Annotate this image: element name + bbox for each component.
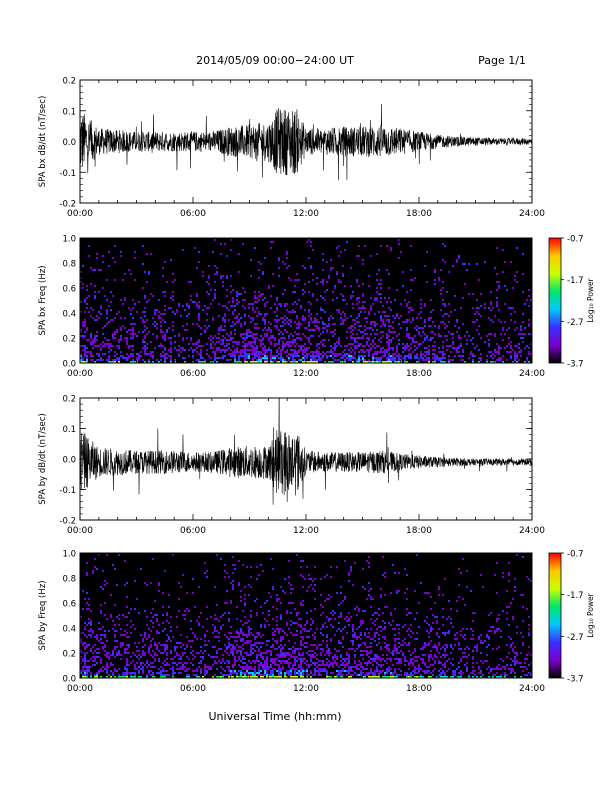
colorbar-tick-label: -0.7 [567, 550, 584, 560]
spectrogram-background [80, 238, 532, 363]
y-tick-label: -0.1 [59, 169, 76, 179]
dbdt-trace [80, 103, 532, 181]
colorbar [548, 237, 562, 364]
page-title: 2014/05/09 00:00−24:00 UT [196, 54, 354, 67]
y-tick-label: 0.8 [62, 575, 76, 585]
y-tick-label: 0.1 [62, 425, 76, 435]
x-tick-label: 18:00 [406, 209, 432, 219]
x-tick-label: 06:00 [180, 209, 206, 219]
dbdt-trace [80, 398, 532, 505]
y-tick-label: -0.2 [59, 200, 76, 210]
x-tick-label: 06:00 [180, 684, 206, 694]
y-tick-label: 0.2 [62, 395, 76, 405]
x-tick-label: 24:00 [519, 369, 545, 379]
y-tick-label: 0.4 [62, 310, 76, 320]
x-axis-title: Universal Time (hh:mm) [209, 710, 342, 723]
y-tick-label: 0.6 [62, 600, 76, 610]
y-axis-title: SPA bx Freq (Hz) [38, 265, 48, 335]
panel-bx-timeseries: 00:00 06:00 12:00 18:00 24:00 0.2 0.1 0.0 -0.1 -0… [38, 77, 545, 220]
y-tick-label: 0.2 [62, 335, 76, 345]
y-tick-label: 0.0 [62, 456, 76, 466]
x-tick-label: 00:00 [67, 209, 93, 219]
y-axis-title: SPA by Freq (Hz) [38, 580, 48, 650]
y-tick-label: 0.0 [62, 675, 76, 685]
panel-by-timeseries: 00:00 06:00 12:00 18:00 24:00 0.2 0.1 0.0 -0.1 -0… [38, 395, 545, 537]
page-number: Page 1/1 [478, 54, 526, 67]
panel-by-spectrogram: -0.7 -1.7 -2.7 -3.7 Log₁₀ Power 00:00 06:00 12:… [38, 550, 595, 695]
y-tick-label: 0.2 [62, 650, 76, 660]
colorbar-tick-label: -2.7 [567, 318, 584, 328]
colorbar-label: Log₁₀ Power [586, 277, 595, 322]
colorbar-label: Log₁₀ Power [586, 592, 595, 637]
x-tick-label: 12:00 [293, 526, 319, 536]
colorbar-tick-label: -3.7 [567, 360, 584, 370]
x-tick-label: 00:00 [67, 684, 93, 694]
x-tick-label: 24:00 [519, 526, 545, 536]
colorbar-tick-label: -3.7 [567, 675, 584, 685]
colorbar-tick-label: -1.7 [567, 276, 584, 286]
y-tick-label: 0.0 [62, 138, 76, 148]
y-tick-label: 0.1 [62, 107, 76, 117]
colorbar-tick-label: -0.7 [567, 235, 584, 245]
x-tick-label: 24:00 [519, 209, 545, 219]
y-tick-label: -0.2 [59, 517, 76, 527]
y-tick-label: -0.1 [59, 486, 76, 496]
colorbar [548, 552, 562, 679]
x-tick-label: 24:00 [519, 684, 545, 694]
y-tick-label: 0.8 [62, 260, 76, 270]
x-tick-label: 12:00 [293, 684, 319, 694]
x-tick-label: 12:00 [293, 209, 319, 219]
panel-bx-spectrogram: -0.7 -1.7 -2.7 -3.7 Log₁₀ Power 00:00 06:00 12:… [38, 235, 595, 380]
colorbar-tick-label: -2.7 [567, 633, 584, 643]
x-tick-label: 06:00 [180, 526, 206, 536]
x-tick-label: 00:00 [67, 369, 93, 379]
y-tick-label: 1.0 [62, 550, 76, 560]
y-axis-title: SPA by dB/dt (nT/sec) [38, 413, 48, 505]
y-tick-label: 0.2 [62, 77, 76, 87]
y-tick-label: 1.0 [62, 235, 76, 245]
colorbar-tick-label: -1.7 [567, 591, 584, 601]
y-tick-label: 0.6 [62, 285, 76, 295]
y-axis-title: SPA bx dB/dt (nT/sec) [38, 96, 48, 188]
x-tick-label: 18:00 [406, 526, 432, 536]
y-tick-label: 0.4 [62, 625, 76, 635]
x-tick-label: 00:00 [67, 526, 93, 536]
x-tick-label: 12:00 [293, 369, 319, 379]
x-tick-label: 18:00 [406, 369, 432, 379]
x-tick-label: 18:00 [406, 684, 432, 694]
y-tick-label: 0.0 [62, 360, 76, 370]
x-tick-label: 06:00 [180, 369, 206, 379]
